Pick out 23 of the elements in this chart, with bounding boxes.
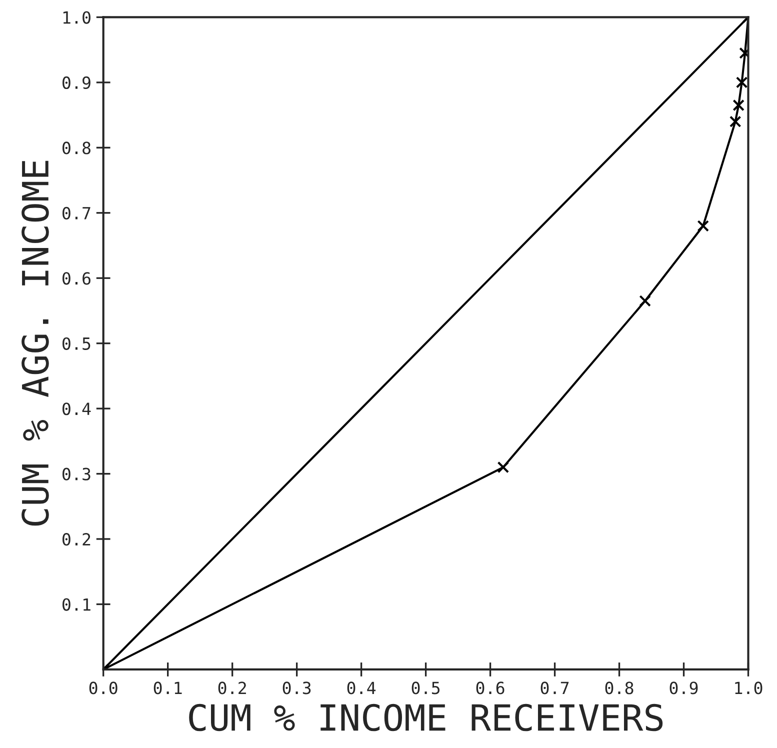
x-tick-label: 0.3 xyxy=(282,682,311,694)
y-tick-label: 0.1 xyxy=(62,598,90,611)
x-tick-label: 0.1 xyxy=(154,682,182,694)
y-tick-label: 0.3 xyxy=(62,468,90,480)
x-tick-label: 0.8 xyxy=(605,682,634,694)
x-tick-label: 0.6 xyxy=(476,682,504,694)
y-tick-label: 1.0 xyxy=(63,11,90,24)
y-tick-label: 0.4 xyxy=(62,402,91,416)
x-tick-label: 0.9 xyxy=(670,682,698,694)
y-tick-label: 0.6 xyxy=(62,272,90,285)
x-tick-label: 0.2 xyxy=(218,682,246,694)
y-axis-title: CUM % AGG. INCOME xyxy=(22,160,49,526)
y-tick-label: 0.5 xyxy=(62,337,90,350)
y-tick-label: 0.7 xyxy=(62,206,90,220)
y-tick-label: 0.2 xyxy=(62,533,90,546)
y-tick-label: 0.9 xyxy=(62,76,90,90)
x-tick-label: 0.4 xyxy=(347,682,376,694)
y-tick-label: 0.8 xyxy=(62,142,90,154)
x-tick-label: 0.5 xyxy=(412,682,440,694)
x-axis-title: CUM % INCOME RECEIVERS xyxy=(189,704,663,732)
x-tick-label: 0.0 xyxy=(89,682,118,694)
x-tick-label: 0.7 xyxy=(540,682,569,694)
x-tick-label: 1.0 xyxy=(735,682,762,694)
